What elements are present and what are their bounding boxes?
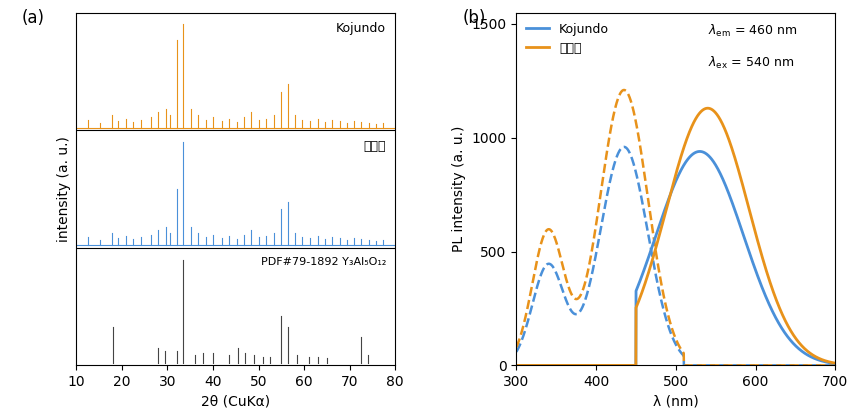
Text: Kojundo: Kojundo xyxy=(336,22,386,35)
Text: $\lambda_\mathrm{ex}$ = 540 nm: $\lambda_\mathrm{ex}$ = 540 nm xyxy=(708,55,794,71)
X-axis label: λ (nm): λ (nm) xyxy=(653,395,699,409)
Y-axis label: PL intensity (a. u.): PL intensity (a. u.) xyxy=(452,126,466,252)
Y-axis label: intensity (a. u.): intensity (a. u.) xyxy=(57,136,70,242)
Legend: Kojundo, 국내산: Kojundo, 국내산 xyxy=(522,19,612,59)
Text: $\lambda_\mathrm{em}$ = 460 nm: $\lambda_\mathrm{em}$ = 460 nm xyxy=(708,23,797,39)
Text: 국내산: 국내산 xyxy=(364,139,386,152)
Text: (a): (a) xyxy=(22,9,45,27)
Text: PDF#79-1892 Y₃Al₅O₁₂: PDF#79-1892 Y₃Al₅O₁₂ xyxy=(260,257,386,267)
X-axis label: 2θ (CuKα): 2θ (CuKα) xyxy=(201,395,271,409)
Text: (b): (b) xyxy=(462,9,486,27)
